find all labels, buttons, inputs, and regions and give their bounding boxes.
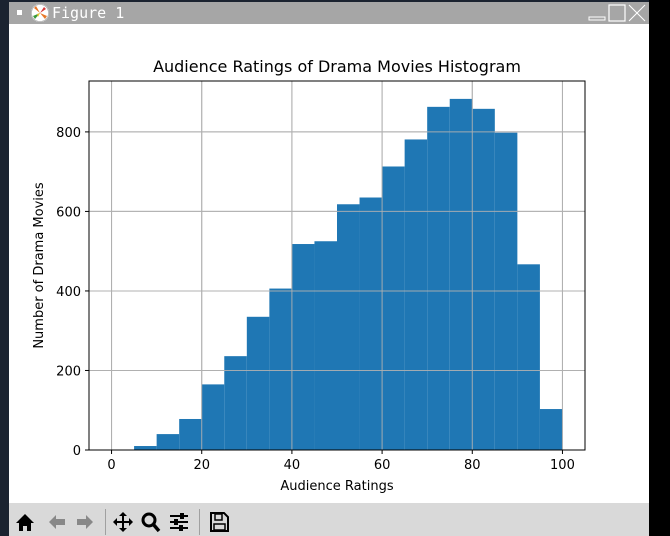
minimize-button[interactable] xyxy=(587,4,607,22)
arrow-left-icon xyxy=(49,515,65,529)
toolbar-separator xyxy=(105,509,106,535)
histogram-bar xyxy=(427,106,450,451)
save-button[interactable] xyxy=(207,510,231,534)
y-tick-label: 600 xyxy=(56,205,81,220)
configure-subplots-button[interactable] xyxy=(167,510,191,534)
title-bar[interactable]: Figure 1 xyxy=(9,2,649,24)
y-tick-label: 800 xyxy=(56,126,81,141)
figure-canvas[interactable]: 0 20 40 60 80 100 0 200 400 600 800 Audience Rating… xyxy=(9,24,649,503)
axes-frame xyxy=(88,80,586,451)
histogram-bar xyxy=(179,418,202,450)
pan-button[interactable] xyxy=(111,510,135,534)
histogram-bar xyxy=(156,434,180,450)
x-tick-label: 100 xyxy=(550,458,575,473)
window-menu-icon[interactable] xyxy=(17,10,22,15)
histogram-bar xyxy=(246,316,270,450)
chart-title: Audience Ratings of Drama Movies Histogr… xyxy=(153,57,521,76)
histogram-bar xyxy=(201,384,225,450)
histogram-bar xyxy=(314,241,337,450)
histogram-bar xyxy=(224,356,247,450)
matplotlib-logo-icon xyxy=(31,4,49,22)
histogram-chart: 0 20 40 60 80 100 0 200 400 600 800 Audience Rating… xyxy=(32,57,586,494)
x-tick-label: 80 xyxy=(464,458,481,473)
histogram-bar xyxy=(134,446,157,450)
move-icon xyxy=(113,512,133,532)
figure-window: Figure 1 0 20 40 60 80 100 0 200 400 600 800 Audien… xyxy=(9,2,649,536)
histogram-bar xyxy=(359,197,383,450)
histogram-bar xyxy=(291,244,315,450)
x-axis-label: Audience Ratings xyxy=(280,479,393,494)
window-title: Figure 1 xyxy=(52,4,125,22)
y-tick-label: 400 xyxy=(56,285,81,300)
y-axis-label: Number of Drama Movies xyxy=(32,182,47,349)
y-tick-label: 200 xyxy=(56,364,81,379)
back-button[interactable] xyxy=(45,510,69,534)
x-tick-label: 40 xyxy=(284,458,301,473)
arrow-right-icon xyxy=(77,515,93,529)
maximize-button[interactable] xyxy=(607,4,627,22)
histogram-bar xyxy=(539,409,563,450)
histogram-bar xyxy=(404,139,428,450)
toolbar-separator xyxy=(199,509,200,535)
x-tick-label: 0 xyxy=(107,458,115,473)
home-icon xyxy=(16,514,34,531)
histogram-bar xyxy=(472,108,495,451)
sliders-icon xyxy=(170,513,188,531)
histogram-bar xyxy=(269,288,292,450)
histogram-bar xyxy=(382,166,405,450)
forward-button[interactable] xyxy=(73,510,97,534)
x-tick-label: 20 xyxy=(193,458,210,473)
zoom-button[interactable] xyxy=(139,510,163,534)
home-button[interactable] xyxy=(13,510,37,534)
floppy-disk-icon xyxy=(210,512,229,532)
magnifier-icon xyxy=(141,512,161,533)
screen-background xyxy=(649,0,670,536)
y-tick-label: 0 xyxy=(73,444,81,459)
x-tick-label: 60 xyxy=(374,458,391,473)
histogram-bar xyxy=(337,204,360,450)
navigation-toolbar xyxy=(9,503,649,536)
histogram-bar xyxy=(449,98,473,451)
close-button[interactable] xyxy=(627,4,647,22)
histogram-bar xyxy=(517,264,540,450)
